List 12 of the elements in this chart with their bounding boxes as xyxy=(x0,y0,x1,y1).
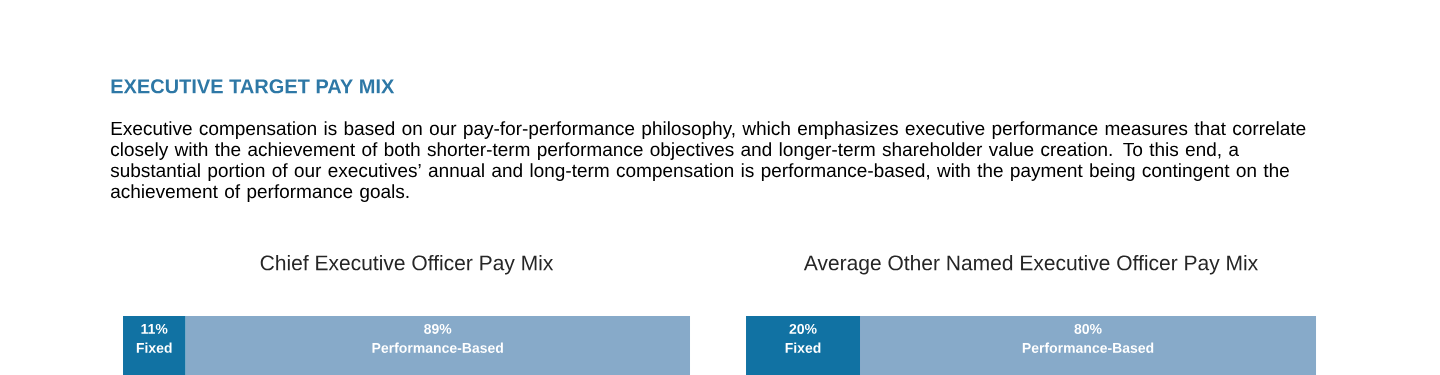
data-label: 80% xyxy=(1074,323,1102,334)
text: EXECUTIVE TARGET PAY MIX xyxy=(111,79,395,94)
data-label: 11% xyxy=(141,323,168,334)
series-label: Performance-Based xyxy=(372,342,503,353)
series-label: Performance-Based xyxy=(1022,342,1154,353)
chart-title: Chief Executive Officer Pay Mix xyxy=(260,254,554,275)
series-label: Fixed xyxy=(785,342,821,353)
text: Executive compensation is based on our pay-for-performance philosophy, which emphasizes executive performance measures that correlate closely with the achievement of both shorter-term performance objectives and longer-term shareholder value creation. To this end, a substantial portion of our executives’ annual and long-term compensation is performance-based, with the payment being contingent on the achievement of performance goals. xyxy=(110,121,1306,202)
series-label: Fixed xyxy=(136,342,172,353)
data-label: 20% xyxy=(789,323,817,334)
data-label: 89% xyxy=(424,323,452,334)
chart-title: Average Other Named Executive Officer Pay Mix xyxy=(803,254,1258,275)
